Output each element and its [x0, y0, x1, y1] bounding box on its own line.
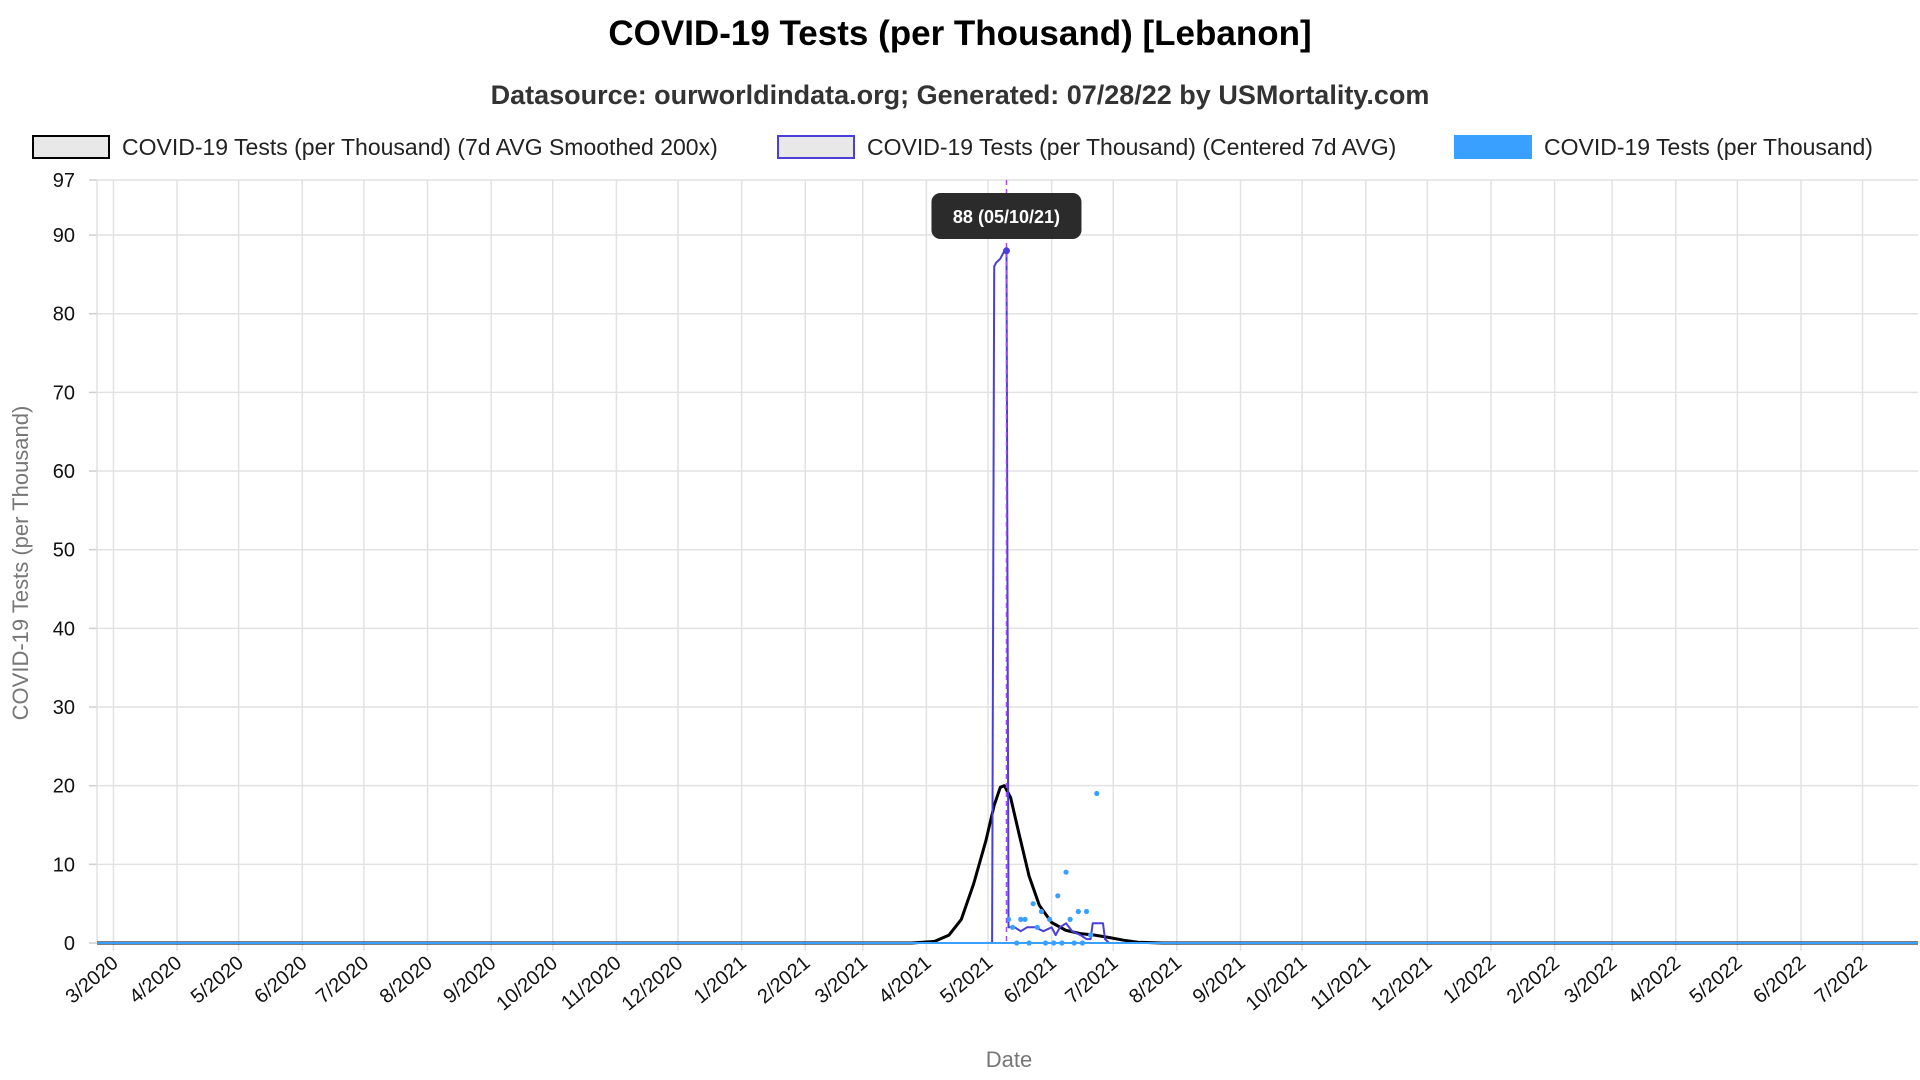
x-tick-label: 12/2020: [618, 952, 688, 1015]
data-point: [1067, 916, 1073, 923]
data-point: [1063, 869, 1069, 875]
tooltip-box: [931, 193, 1082, 239]
y-tick-label: 90: [53, 225, 75, 247]
data-point: [1083, 908, 1090, 915]
x-tick-label: 10/2020: [492, 952, 562, 1015]
x-tick-label: 5/2022: [1686, 952, 1747, 1008]
x-tick-label: 2/2021: [753, 952, 814, 1008]
legend-item-raw[interactable]: COVID-19 Tests (per Thousand): [1454, 131, 1873, 163]
x-tick-label: 6/2021: [1000, 952, 1061, 1008]
legend-label-raw: COVID-19 Tests (per Thousand): [1544, 133, 1873, 160]
data-point: [1018, 916, 1024, 923]
data-point: [1088, 932, 1094, 938]
data-point: [1030, 901, 1036, 907]
x-tick-label: 3/2021: [811, 952, 872, 1008]
y-tick-label: 20: [53, 776, 75, 798]
legend-swatch-raw: [1454, 135, 1532, 159]
x-tick-label: 4/2022: [1624, 952, 1685, 1008]
tooltip-text: 88 (05/10/21): [953, 207, 1060, 227]
y-tick-label: 97: [53, 170, 75, 192]
data-point: [1094, 790, 1100, 797]
x-tick-label: 6/2020: [251, 952, 312, 1008]
x-tick-label: 3/2022: [1560, 952, 1621, 1008]
hover-indicator: 88 (05/10/21): [931, 180, 1082, 943]
y-tick-label: 80: [53, 304, 75, 326]
x-tick-label: 2/2022: [1503, 952, 1564, 1008]
x-tick-label: 8/2020: [376, 952, 437, 1008]
y-tick-label: 70: [53, 382, 75, 404]
legend-label-smoothed: COVID-19 Tests (per Thousand) (7d AVG Sm…: [122, 133, 718, 160]
chart-subtitle: Datasource: ourworldindata.org; Generate…: [490, 80, 1430, 110]
data-point: [1034, 924, 1040, 930]
plot-area[interactable]: [97, 249, 1918, 946]
data-point: [1022, 916, 1028, 923]
legend-label-centered: COVID-19 Tests (per Thousand) (Centered …: [867, 133, 1397, 160]
x-tick-label: 11/2021: [1307, 952, 1375, 1014]
hover-point: [1002, 247, 1010, 255]
x-tick-label: 8/2021: [1125, 952, 1186, 1008]
data-point: [1047, 916, 1053, 923]
x-tick-label: 5/2021: [936, 952, 997, 1008]
y-tick-label: 30: [53, 697, 75, 719]
x-tick-label: 4/2021: [875, 952, 936, 1008]
legend-swatch-centered: [777, 135, 855, 159]
x-tick-label: 4/2020: [125, 952, 186, 1008]
x-axis-ticks: 3/2020 4/2020 5/2020 6/2020 7/2020 8/2020 9/20…: [62, 952, 1872, 1015]
y-tick-label: 60: [53, 461, 75, 483]
x-tick-label: 10/2021: [1242, 952, 1312, 1015]
data-point: [1038, 908, 1044, 915]
y-tick-label: 0: [64, 933, 75, 955]
x-tick-label: 9/2021: [1189, 952, 1250, 1008]
gridlines: [89, 179, 1918, 951]
series-line-0: [97, 784, 1918, 945]
legend-item-centered[interactable]: COVID-19 Tests (per Thousand) (Centered …: [777, 131, 1396, 163]
data-point: [1075, 908, 1081, 915]
y-axis-title: COVID-19 Tests (per Thousand): [8, 406, 33, 721]
y-tick-label: 10: [53, 854, 75, 876]
chart-title: COVID-19 Tests (per Thousand) [Lebanon]: [608, 14, 1312, 53]
x-tick-label: 7/2020: [312, 952, 373, 1008]
y-tick-label: 40: [53, 618, 75, 640]
series-line-1: [97, 249, 1918, 944]
y-tick-label: 50: [53, 540, 75, 562]
legend-swatch-smoothed: [32, 135, 110, 159]
x-tick-label: 5/2020: [187, 952, 248, 1008]
x-tick-label: 1/2022: [1439, 952, 1500, 1008]
x-tick-label: 7/2021: [1061, 952, 1122, 1008]
x-tick-label: 1/2021: [690, 952, 751, 1008]
x-tick-label: 7/2022: [1811, 952, 1872, 1008]
y-axis-ticks: 0 10 20 30 40 50 60 70 80 90 97: [53, 170, 75, 955]
x-tick-label: 12/2021: [1367, 952, 1437, 1015]
x-tick-label: 3/2020: [62, 952, 123, 1008]
data-point: [1010, 924, 1016, 930]
x-tick-label: 6/2022: [1749, 952, 1810, 1008]
x-tick-label: 9/2020: [439, 952, 500, 1008]
x-tick-label: 11/2020: [557, 952, 625, 1014]
legend-item-smoothed[interactable]: COVID-19 Tests (per Thousand) (7d AVG Sm…: [32, 131, 718, 163]
chart-legend: COVID-19 Tests (per Thousand) (7d AVG Sm…: [0, 131, 1920, 163]
x-axis-title: Date: [986, 1047, 1032, 1072]
data-point: [1055, 893, 1061, 899]
